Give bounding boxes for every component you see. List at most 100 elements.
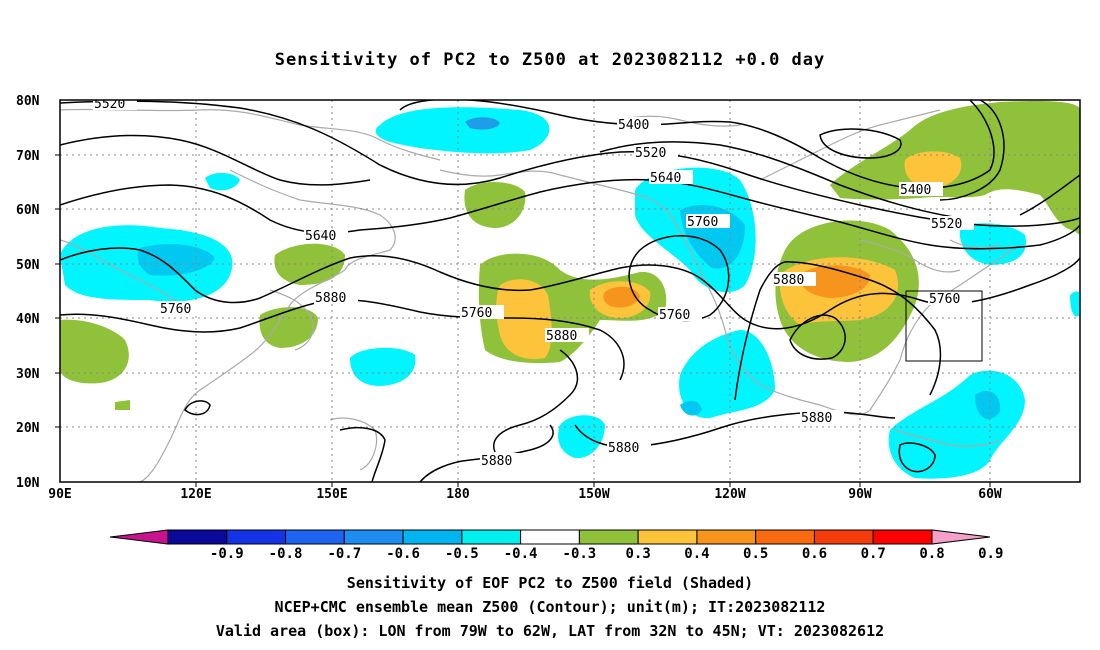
contour-label: 5760 [659, 308, 690, 323]
lat-label: 80N [16, 94, 40, 109]
contour-label: 5640 [650, 171, 681, 186]
contour-label: 5880 [315, 291, 346, 306]
contour-5520-n [599, 141, 961, 219]
colorbar-swatch [461, 529, 522, 545]
shade-neg-asia-core [137, 244, 215, 276]
contour-label: 5880 [546, 329, 577, 344]
contour-5880-carib [898, 442, 936, 473]
lon-label: 90E [48, 487, 71, 502]
contour-5520-lower [60, 134, 371, 186]
colorbar-swatch [696, 529, 757, 545]
contour-5880-low-asia [184, 400, 211, 416]
colorbar-label: -0.9 [210, 546, 244, 562]
contour-5760-na-2 [1019, 174, 1080, 216]
caption-line-2: NCEP+CMC ensemble mean Z500 (Contour); u… [274, 598, 826, 616]
shade-pos-na-central-o [800, 265, 870, 298]
colorbar-label: -0.6 [386, 546, 420, 562]
lat-label: 30N [16, 367, 40, 382]
colorbar-swatch [285, 529, 345, 545]
colorbar-label: -0.7 [327, 546, 361, 562]
colorbar-swatch [578, 529, 639, 545]
shade-pos-pacific-c-o [603, 286, 640, 308]
colorbar-swatch [813, 529, 874, 545]
contour-label: 5760 [687, 215, 718, 230]
colorbar-label: 0.5 [743, 546, 768, 562]
colorbar-label: 0.8 [919, 546, 944, 562]
lon-label: 150W [578, 487, 609, 502]
lat-axis: 80N 70N 60N 50N 40N 30N 20N 10N [16, 94, 40, 491]
shade-neg-pacific [350, 347, 416, 386]
shade-neg-arctic [375, 107, 550, 154]
shade-neg-atlantic-e [1070, 291, 1080, 317]
contour-label: 5520 [635, 146, 666, 161]
colorbar-swatch [872, 529, 933, 545]
contour-label: 5880 [773, 273, 804, 288]
lat-label: 20N [16, 421, 40, 436]
contour-5880-s [339, 427, 386, 482]
colorbar-label: 0.6 [802, 546, 827, 562]
lon-label: 120W [714, 487, 745, 502]
colorbar-swatch [343, 529, 404, 545]
lon-label: 90W [848, 487, 872, 502]
colorbar-label: 0.7 [861, 546, 886, 562]
colorbar-label: -0.3 [563, 546, 597, 562]
colorbar-label: -0.8 [269, 546, 303, 562]
contour-5640 [60, 178, 1080, 250]
colorbar-swatch [167, 529, 228, 545]
contour-label: 5760 [461, 306, 492, 321]
shade-neg-asia-small [205, 172, 240, 191]
lon-label: 60W [978, 487, 1002, 502]
lat-label: 70N [16, 149, 40, 164]
contour-label: 5880 [608, 441, 639, 456]
contour-5880-b [493, 349, 579, 453]
sensitivity-shading [60, 100, 1080, 479]
colorbar-label: 0.4 [684, 546, 709, 562]
contour-north-e [939, 100, 1005, 201]
contour-label: 5760 [929, 292, 960, 307]
colorbar-label: 0.3 [626, 546, 651, 562]
colorbar-swatch [402, 529, 463, 545]
shade-neg-arctic-core [465, 117, 500, 130]
axis-ticks [55, 154, 991, 487]
shade-pos-japan-s [259, 307, 318, 348]
contour-label: 5760 [160, 302, 191, 317]
lon-label: 180 [446, 487, 470, 502]
lat-label: 60N [16, 203, 40, 218]
contour-5880-e [734, 261, 791, 401]
caption-line-3: Valid area (box): LON from 79W to 62W, L… [215, 622, 885, 640]
lon-label: 120E [180, 487, 211, 502]
shade-neg-mexico-core [680, 400, 702, 416]
shade-neg-caribbean-core [975, 391, 1001, 419]
contour-label: 5640 [305, 229, 336, 244]
contour-label: 5520 [94, 97, 125, 112]
contour-5880-a [60, 298, 625, 381]
contour-5400-low [819, 128, 902, 159]
lon-axis: 90E 120E 150E 180 150W 120W 90W 60W [48, 487, 1002, 502]
chart-title: Sensitivity of PC2 to Z500 at 2023082112… [274, 50, 826, 70]
contour-label: 5400 [900, 183, 931, 198]
map-panel: 5520 5400 5520 5640 5760 5880 5400 5520 … [60, 97, 1080, 482]
colorbar-label: -0.4 [504, 546, 538, 562]
lat-label: 40N [16, 312, 40, 327]
shade-pos-asia-small [115, 400, 130, 410]
shade-neg-pacific-s [558, 415, 605, 459]
colorbar-swatch [637, 529, 698, 545]
colorbar: -0.9 -0.8 -0.7 -0.6 -0.5 -0.4 -0.3 0.3 0.4 0.5 0.6… [109, 529, 1003, 562]
shade-pos-pacific-c-y [496, 279, 552, 360]
contour-label: 5400 [618, 118, 649, 133]
colorbar-left-arrow [109, 529, 169, 545]
contour-5400-n [399, 100, 995, 190]
map-frame [59, 99, 1081, 483]
valid-area-box [905, 290, 983, 362]
shade-pos-japan [274, 243, 345, 285]
caption-line-1: Sensitivity of EOF PC2 to Z500 field (Sh… [346, 574, 754, 592]
colorbar-swatch [755, 529, 815, 545]
contour-labels: 5520 5400 5520 5640 5760 5880 5400 5520 … [93, 97, 974, 469]
shade-neg-caribbean [888, 370, 1025, 479]
contour-5760-a [60, 247, 746, 321]
colorbar-right-arrow [931, 529, 991, 545]
gridlines [60, 100, 1080, 482]
shade-neg-mexico [679, 330, 775, 419]
colorbar-label: 0.9 [978, 546, 1003, 562]
